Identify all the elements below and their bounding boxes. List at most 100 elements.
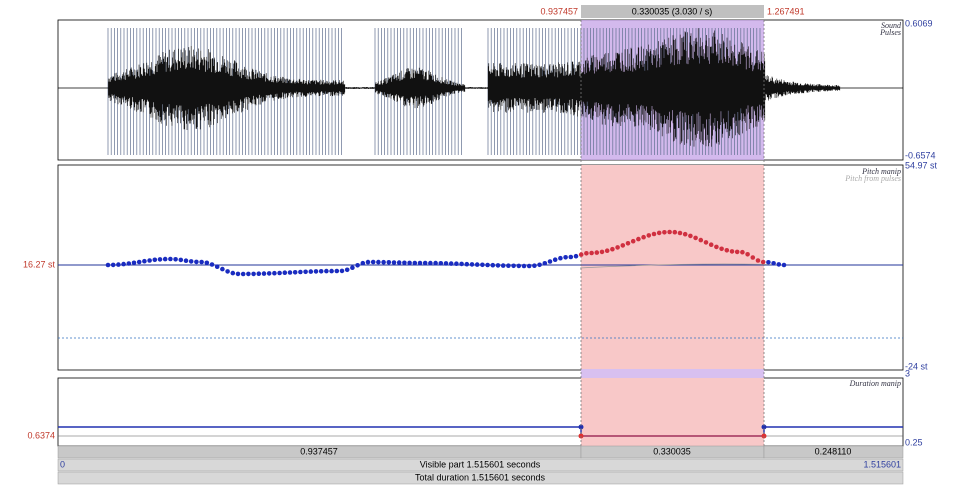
pitch-point[interactable] (776, 262, 782, 267)
pitch-point[interactable] (771, 261, 776, 266)
pitch-point[interactable] (225, 269, 230, 274)
pitch-point[interactable] (251, 271, 256, 277)
pitch-point[interactable] (532, 263, 537, 269)
pitch-point[interactable] (324, 268, 329, 274)
duration-point[interactable] (578, 424, 584, 430)
pitch-point[interactable] (350, 265, 355, 271)
pitch-point[interactable] (454, 261, 459, 267)
pitch-point[interactable] (526, 263, 532, 269)
pitch-point[interactable] (204, 260, 210, 266)
pitch-point[interactable] (142, 258, 147, 264)
pitch-point[interactable] (688, 233, 693, 239)
pitch-point[interactable] (506, 263, 511, 269)
pitch-point[interactable] (469, 262, 475, 267)
pitch-point[interactable] (376, 259, 381, 265)
pitch-point[interactable] (474, 262, 480, 267)
pitch-point[interactable] (589, 250, 594, 256)
pitch-point[interactable] (136, 259, 142, 265)
pitch-point[interactable] (433, 260, 438, 266)
pitch-point[interactable] (240, 271, 246, 277)
pitch-point[interactable] (147, 258, 152, 263)
pitch-point[interactable] (511, 263, 516, 269)
pitch-point[interactable] (750, 255, 756, 260)
pitch-point[interactable] (188, 259, 194, 264)
pitch-point[interactable] (282, 270, 288, 276)
pitch-point[interactable] (599, 249, 605, 255)
pitch-point[interactable] (703, 240, 709, 245)
pitch-point[interactable] (422, 260, 428, 266)
pitch-point[interactable] (651, 231, 657, 237)
pitch-point[interactable] (734, 249, 740, 255)
pitch-point[interactable] (360, 260, 366, 266)
pitch-point[interactable] (214, 264, 220, 270)
pitch-point[interactable] (116, 262, 121, 267)
total-bar[interactable] (57, 471, 904, 485)
pitch-point[interactable] (266, 271, 272, 276)
pitch-point[interactable] (209, 262, 215, 267)
pitch-point[interactable] (168, 256, 173, 262)
pitch-point[interactable] (490, 262, 496, 268)
pitch-point[interactable] (318, 269, 324, 274)
pitch-point[interactable] (693, 235, 698, 241)
pitch-point[interactable] (386, 260, 392, 265)
pitch-point[interactable] (365, 259, 371, 265)
pitch-point[interactable] (573, 253, 579, 259)
selection-bar[interactable] (581, 5, 764, 18)
pitch-point[interactable] (558, 255, 563, 261)
pitch-point[interactable] (339, 268, 345, 274)
pitch-point[interactable] (412, 260, 418, 266)
pitch-point[interactable] (246, 271, 251, 277)
pitch-point[interactable] (766, 260, 771, 265)
pitch-point[interactable] (402, 260, 407, 266)
pitch-point[interactable] (495, 263, 501, 268)
pitch-point[interactable] (298, 269, 303, 275)
pitch-point[interactable] (334, 268, 340, 274)
pitch-point[interactable] (584, 251, 589, 256)
pitch-point[interactable] (714, 244, 719, 250)
pitch-point[interactable] (708, 242, 714, 247)
pitch-point[interactable] (199, 259, 204, 265)
pitch-point[interactable] (615, 245, 620, 250)
pitch-point[interactable] (220, 266, 225, 272)
pitch-point[interactable] (287, 270, 293, 275)
pitch-point[interactable] (272, 270, 277, 276)
pitch-point[interactable] (500, 263, 506, 268)
pitch-point[interactable] (355, 263, 360, 268)
pitch-point[interactable] (610, 246, 615, 252)
pitch-point[interactable] (537, 262, 542, 268)
pitch-point[interactable] (760, 259, 766, 265)
pitch-point[interactable] (407, 260, 412, 266)
pitch-point[interactable] (604, 248, 610, 253)
pitch-point[interactable] (740, 249, 745, 255)
pitch-point[interactable] (625, 241, 631, 246)
pitch-frame[interactable] (57, 164, 904, 371)
pitch-point[interactable] (459, 261, 464, 267)
pitch-point[interactable] (162, 256, 168, 262)
pitch-point[interactable] (677, 230, 683, 236)
pitch-point[interactable] (682, 231, 688, 237)
pitch-point[interactable] (620, 243, 626, 248)
pitch-point[interactable] (261, 271, 267, 276)
pitch-point[interactable] (277, 270, 282, 276)
pitch-point[interactable] (667, 229, 672, 235)
pitch-point[interactable] (303, 269, 308, 275)
pitch-point[interactable] (173, 257, 178, 262)
pitch-point[interactable] (370, 259, 376, 265)
pitch-point[interactable] (438, 261, 444, 266)
pitch-point[interactable] (194, 259, 199, 265)
pitch-point[interactable] (630, 238, 636, 244)
pitch-point[interactable] (542, 261, 548, 266)
pitch-point[interactable] (417, 260, 423, 266)
pitch-point[interactable] (256, 271, 262, 277)
pitch-point[interactable] (443, 261, 449, 266)
pitch-point[interactable] (578, 252, 584, 257)
sound-panel[interactable] (57, 19, 904, 161)
pitch-point[interactable] (641, 234, 646, 240)
pitch-point[interactable] (563, 254, 568, 260)
pitch-point[interactable] (381, 259, 386, 265)
pitch-point[interactable] (329, 268, 334, 274)
pitch-point[interactable] (480, 262, 485, 268)
pitch-point[interactable] (464, 261, 470, 267)
pitch-point[interactable] (131, 260, 137, 266)
pitch-point[interactable] (448, 261, 454, 266)
